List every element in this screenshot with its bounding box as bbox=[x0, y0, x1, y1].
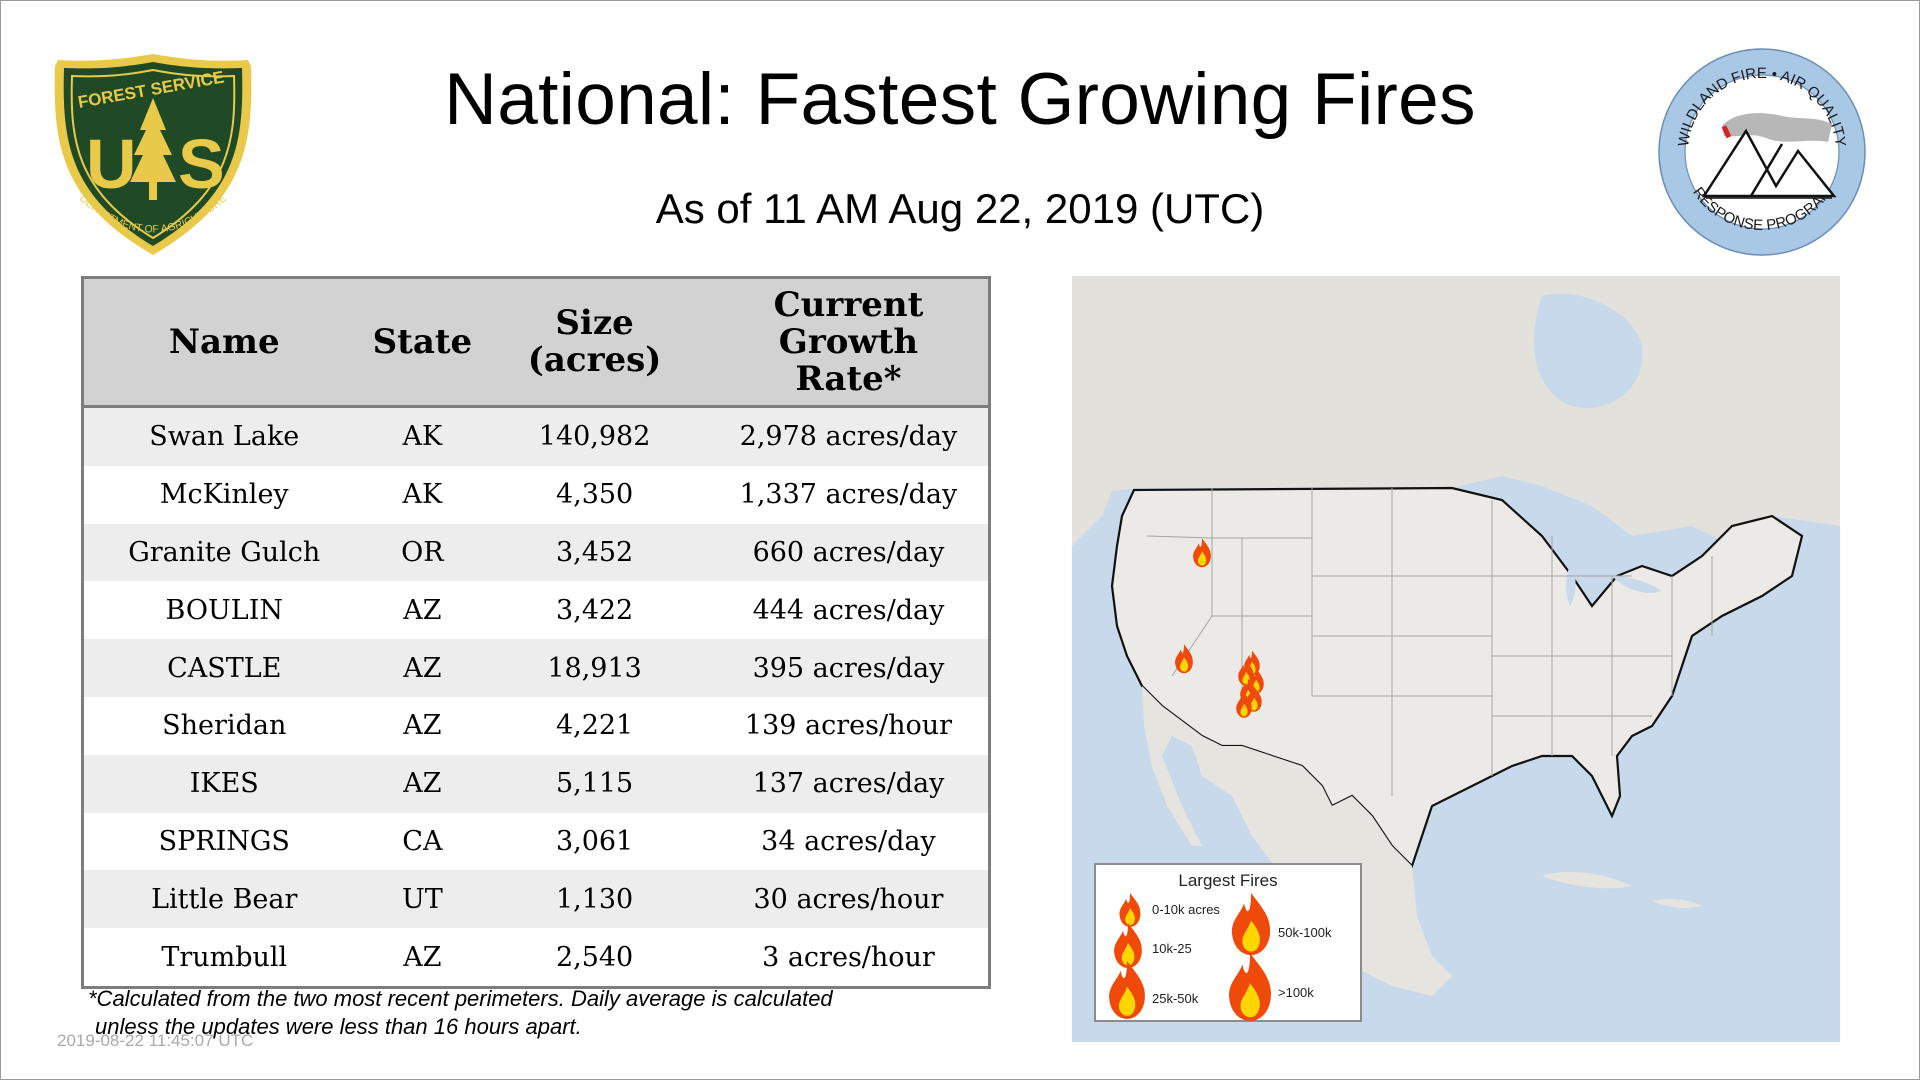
cell-state: AK bbox=[364, 406, 481, 466]
cell-size: 1,130 bbox=[480, 870, 709, 929]
cell-size: 140,982 bbox=[480, 406, 709, 466]
table-row: SPRINGS CA 3,061 34 acres/day bbox=[82, 812, 990, 871]
legend-label-50k-100k: 50k-100k bbox=[1278, 925, 1332, 940]
table-row: Granite Gulch OR 3,452 660 acres/day bbox=[82, 523, 990, 582]
header-growth-rate: Current Growth Rate* bbox=[708, 277, 990, 408]
cell-rate: 30 acres/hour bbox=[708, 870, 990, 929]
wildland-fire-air-quality-seal-icon: WILDLAND FIRE • AIR QUALITY RESPONSE PRO… bbox=[1658, 48, 1866, 256]
fires-table: Name State Size (acres) Current Growth R… bbox=[81, 276, 991, 989]
svg-text:S: S bbox=[178, 125, 225, 203]
cell-state: AZ bbox=[364, 639, 481, 697]
cell-state: OR bbox=[364, 523, 481, 582]
page-subtitle: As of 11 AM Aug 22, 2019 (UTC) bbox=[655, 185, 1265, 232]
table-row: CASTLE AZ 18,913 395 acres/day bbox=[82, 639, 990, 697]
map-lake-michigan bbox=[1566, 561, 1576, 606]
page-title: National: Fastest Growing Fires bbox=[444, 59, 1476, 140]
footnote-line-1: *Calculated from the two most recent per… bbox=[88, 986, 833, 1011]
legend-label-100k-plus: >100k bbox=[1278, 985, 1314, 1000]
table-row: Sheridan AZ 4,221 139 acres/hour bbox=[82, 696, 990, 755]
cell-size: 3,452 bbox=[480, 523, 709, 582]
cell-size: 4,350 bbox=[480, 465, 709, 524]
cell-rate: 444 acres/day bbox=[708, 581, 990, 640]
cell-state: CA bbox=[364, 812, 481, 871]
map-lake-superior bbox=[1542, 524, 1602, 552]
cell-name: SPRINGS bbox=[82, 812, 365, 871]
cell-size: 2,540 bbox=[480, 928, 709, 988]
header-growth-rate-label: Current Growth Rate* bbox=[773, 284, 924, 399]
legend-flame-100k-plus-icon bbox=[1229, 953, 1271, 1021]
legend-label-0-10k: 0-10k acres bbox=[1152, 902, 1220, 917]
footnote-line-2: unless the updates were less than 16 hou… bbox=[95, 1014, 582, 1039]
cell-size: 4,221 bbox=[480, 696, 709, 755]
header-size: Size (acres) bbox=[480, 277, 709, 408]
cell-rate: 2,978 acres/day bbox=[708, 406, 990, 466]
header-size-label: Size (acres) bbox=[527, 303, 662, 380]
cell-name: McKinley bbox=[82, 465, 365, 524]
cell-rate: 137 acres/day bbox=[708, 754, 990, 813]
legend-title: Largest Fires bbox=[1178, 871, 1278, 890]
cell-rate: 34 acres/day bbox=[708, 812, 990, 871]
svg-text:U: U bbox=[86, 125, 137, 203]
cell-name: IKES bbox=[82, 754, 365, 813]
map-canada bbox=[1072, 276, 1840, 546]
cell-rate: 1,337 acres/day bbox=[708, 465, 990, 524]
legend-label-10k-25: 10k-25 bbox=[1152, 941, 1192, 956]
cell-rate: 395 acres/day bbox=[708, 639, 990, 697]
legend-flame-0-10k-icon bbox=[1119, 893, 1141, 927]
cell-state: AZ bbox=[364, 696, 481, 755]
cell-size: 5,115 bbox=[480, 754, 709, 813]
map-hudson-bay bbox=[1533, 293, 1643, 408]
map-cuba bbox=[1542, 871, 1632, 889]
table-row: BOULIN AZ 3,422 444 acres/day bbox=[82, 581, 990, 640]
header-state: State bbox=[364, 277, 481, 408]
legend-label-25k-50k: 25k-50k bbox=[1152, 991, 1199, 1006]
cell-size: 3,422 bbox=[480, 581, 709, 640]
cell-state: AZ bbox=[364, 754, 481, 813]
cell-size: 18,913 bbox=[480, 639, 709, 697]
cell-size: 3,061 bbox=[480, 812, 709, 871]
table-row: Swan Lake AK 140,982 2,978 acres/day bbox=[82, 406, 990, 466]
map-mexico bbox=[1142, 686, 1452, 996]
cell-name: Little Bear bbox=[82, 870, 365, 929]
cell-rate: 139 acres/hour bbox=[708, 696, 990, 755]
cell-rate: 3 acres/hour bbox=[708, 928, 990, 988]
table-row: Little Bear UT 1,130 30 acres/hour bbox=[82, 870, 990, 929]
cell-rate: 660 acres/day bbox=[708, 523, 990, 582]
map-lake-erie bbox=[1612, 576, 1662, 593]
table-header-row: Name State Size (acres) Current Growth R… bbox=[82, 277, 990, 408]
header-name: Name bbox=[82, 277, 365, 408]
map-legend: Largest Fires 0-10k acres 10k-25 25k-50k… bbox=[1094, 863, 1362, 1022]
footnote: *Calculated from the two most recent per… bbox=[88, 985, 833, 1041]
cell-name: Granite Gulch bbox=[82, 523, 365, 582]
forest-service-shield-icon: FOREST SERVICE U S DEPARTMENT OF AGRICUL… bbox=[54, 54, 252, 255]
cell-state: AZ bbox=[364, 581, 481, 640]
timestamp: 2019-08-22 11:45:07 UTC bbox=[57, 1031, 254, 1050]
cell-state: AK bbox=[364, 465, 481, 524]
legend-flame-25k-50k-icon bbox=[1109, 961, 1145, 1019]
map-state-lines bbox=[1146, 488, 1713, 796]
map-hispaniola bbox=[1652, 898, 1702, 909]
cell-state: UT bbox=[364, 870, 481, 929]
table-row: Trumbull AZ 2,540 3 acres/hour bbox=[82, 928, 990, 988]
cell-name: Swan Lake bbox=[82, 406, 365, 466]
table-row: McKinley AK 4,350 1,337 acres/day bbox=[82, 465, 990, 524]
table-row: IKES AZ 5,115 137 acres/day bbox=[82, 754, 990, 813]
cell-name: Sheridan bbox=[82, 696, 365, 755]
cell-state: AZ bbox=[364, 928, 481, 988]
cell-name: CASTLE bbox=[82, 639, 365, 697]
cell-name: Trumbull bbox=[82, 928, 365, 988]
cell-name: BOULIN bbox=[82, 581, 365, 640]
legend-flame-50k-100k-icon bbox=[1231, 893, 1271, 955]
